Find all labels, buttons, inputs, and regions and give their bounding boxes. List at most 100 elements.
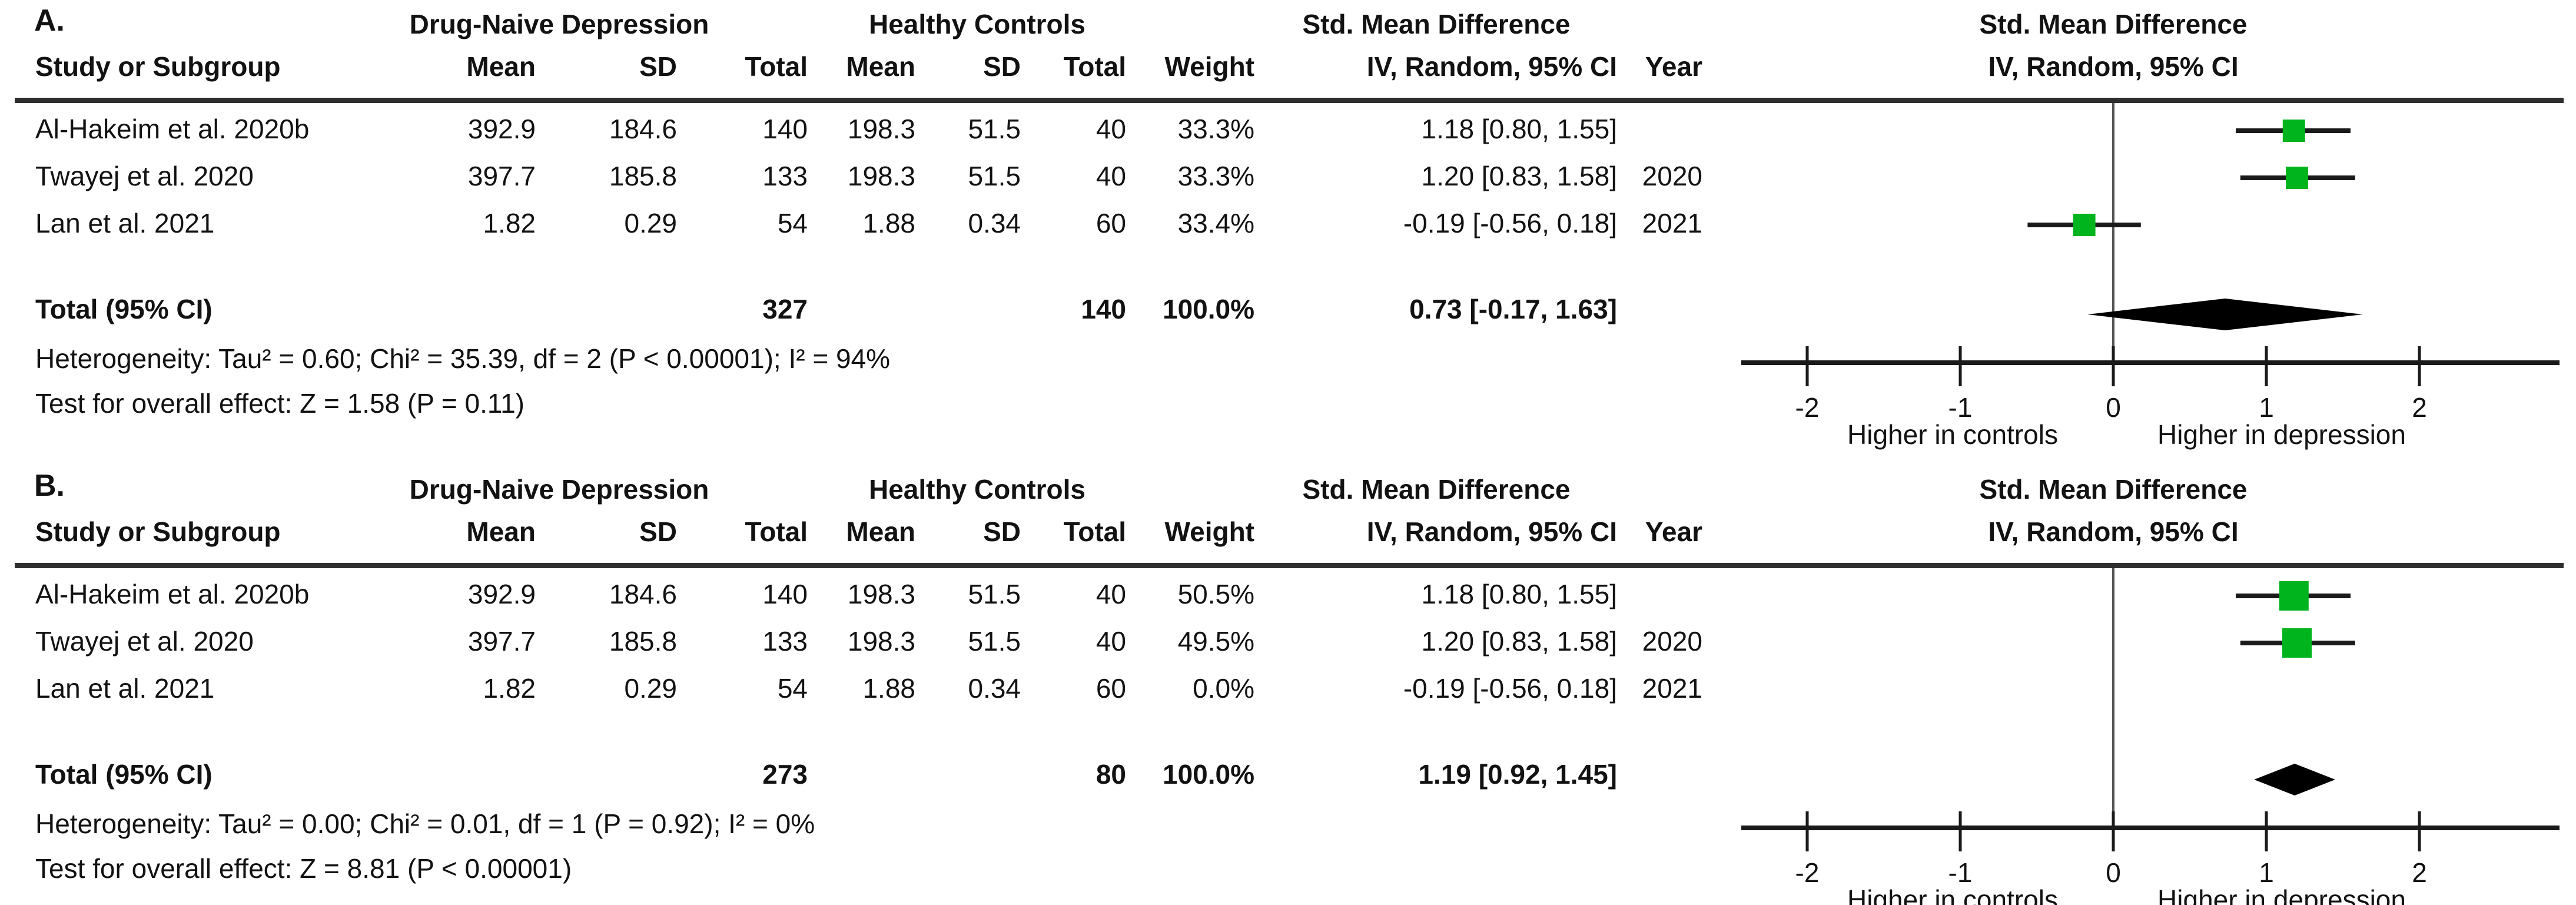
axis-tick-label: -1 (1948, 392, 1973, 423)
effect-header: Std. Mean Difference (1302, 474, 1571, 505)
axis-right-label: Higher in depression (2157, 419, 2406, 450)
study-name: Al-Hakeim et al. 2020b (35, 114, 310, 144)
col-header-total1: Total (745, 516, 808, 547)
cell-mean2: 1.88 (862, 673, 915, 704)
col-header-mean1: Mean (466, 516, 536, 547)
cell-sd2: 51.5 (968, 579, 1021, 609)
col-header-sd2: SD (983, 51, 1021, 82)
cell-total1: 140 (762, 579, 808, 609)
axis-tick-label: 2 (2412, 857, 2427, 888)
col-header-total2: Total (1063, 516, 1126, 547)
col-header-mean2: Mean (846, 516, 915, 547)
panel-label: A. (34, 4, 65, 38)
summary-diamond (2087, 299, 2363, 330)
cell-sd1: 0.29 (624, 673, 677, 704)
group2-header: Healthy Controls (868, 9, 1086, 39)
table-row: Al-Hakeim et al. 2020b 392.9 184.6 140 1… (0, 579, 2576, 616)
panel-b: B. Drug-Naive Depression Healthy Control… (0, 465, 2576, 905)
col-header-total1: Total (745, 51, 808, 82)
plot-header-line2: IV, Random, 95% CI (1988, 51, 2239, 82)
cell-ci: -0.19 [-0.56, 0.18] (1403, 673, 1617, 704)
overall-effect-text: Test for overall effect: Z = 1.58 (P = 0… (35, 388, 525, 419)
cell-mean2: 198.3 (847, 114, 915, 144)
cell-sd2: 0.34 (968, 208, 1021, 238)
axis-left-label: Higher in controls (1847, 884, 2058, 905)
table-row: Al-Hakeim et al. 2020b 392.9 184.6 140 1… (0, 114, 2576, 151)
table-row: Lan et al. 2021 1.82 0.29 54 1.88 0.34 6… (0, 673, 2576, 710)
header-separator (15, 98, 2564, 103)
cell-mean1: 397.7 (467, 161, 536, 191)
table-row: Twayej et al. 2020 397.7 185.8 133 198.3… (0, 161, 2576, 198)
total-row: Total (95% CI) 273 80 100.0% 1.19 [0.92,… (0, 759, 2576, 796)
plot-header-line1: Std. Mean Difference (1979, 9, 2248, 39)
study-name: Twayej et al. 2020 (35, 626, 254, 657)
col-header-year: Year (1645, 51, 1702, 82)
total-n2: 80 (1096, 759, 1126, 790)
total-weight: 100.0% (1162, 294, 1254, 324)
cell-mean2: 198.3 (847, 626, 915, 657)
cell-sd1: 185.8 (609, 161, 677, 191)
study-name: Lan et al. 2021 (35, 673, 215, 704)
forest-plot-b: -2 -1 0 1 2 Higher in controls Higher in depre… (1741, 568, 2560, 905)
summary-diamond (2254, 764, 2335, 795)
effect-square (2286, 167, 2308, 189)
axis-tick-label: 2 (2412, 392, 2427, 423)
cell-total2: 40 (1096, 114, 1126, 144)
col-header-sd1: SD (639, 51, 677, 82)
col-header-weight: Weight (1164, 516, 1254, 547)
cell-year: 2021 (1642, 208, 1702, 238)
cell-year: 2021 (1642, 673, 1702, 704)
cell-total1: 133 (762, 626, 808, 657)
cell-ci: 1.20 [0.83, 1.58] (1421, 626, 1618, 657)
col-header-weight: Weight (1164, 51, 1254, 82)
axis-tick-label: -2 (1795, 857, 1820, 888)
cell-total1: 54 (777, 673, 808, 704)
plot-header-line2: IV, Random, 95% CI (1988, 516, 2239, 547)
cell-total2: 60 (1096, 208, 1126, 238)
total-n1: 327 (762, 294, 808, 324)
cell-sd2: 51.5 (968, 161, 1021, 191)
col-header-study: Study or Subgroup (35, 516, 281, 547)
cell-mean1: 392.9 (467, 579, 536, 609)
table-row: Twayej et al. 2020 397.7 185.8 133 198.3… (0, 626, 2576, 663)
cell-total1: 54 (777, 208, 808, 238)
cell-mean2: 198.3 (847, 579, 915, 609)
col-header-sd2: SD (983, 516, 1021, 547)
group2-header: Healthy Controls (868, 474, 1086, 505)
study-name: Al-Hakeim et al. 2020b (35, 579, 310, 609)
axis-tick-label: -2 (1795, 392, 1820, 423)
cell-mean2: 1.88 (862, 208, 915, 238)
study-name: Lan et al. 2021 (35, 208, 215, 238)
cell-weight: 33.3% (1177, 161, 1254, 191)
study-name: Twayej et al. 2020 (35, 161, 254, 191)
cell-total1: 140 (762, 114, 808, 144)
header-separator (15, 563, 2564, 568)
effect-square (2282, 120, 2305, 142)
effect-square (2073, 214, 2096, 236)
cell-weight: 33.3% (1177, 114, 1254, 144)
axis-tick-label: 0 (2106, 392, 2121, 423)
cell-sd1: 184.6 (609, 579, 677, 609)
cell-sd2: 51.5 (968, 626, 1021, 657)
cell-total2: 40 (1096, 161, 1126, 191)
cell-total2: 60 (1096, 673, 1126, 704)
column-header-row: Study or Subgroup Mean SD Total Mean SD … (0, 516, 2576, 553)
col-header-mean1: Mean (466, 51, 536, 82)
total-weight: 100.0% (1162, 759, 1254, 790)
col-header-ci: IV, Random, 95% CI (1366, 516, 1617, 547)
effect-header: Std. Mean Difference (1302, 9, 1571, 39)
col-header-year: Year (1645, 516, 1702, 547)
effect-square (2279, 581, 2309, 611)
group1-header: Drug-Naive Depression (409, 9, 709, 39)
cell-weight: 49.5% (1177, 626, 1254, 657)
cell-weight: 33.4% (1177, 208, 1254, 238)
axis-tick-label: 1 (2259, 392, 2274, 423)
cell-sd1: 184.6 (609, 114, 677, 144)
cell-weight: 0.0% (1193, 673, 1254, 704)
cell-ci: 1.18 [0.80, 1.55] (1421, 579, 1618, 609)
cell-ci: 1.18 [0.80, 1.55] (1421, 114, 1618, 144)
cell-sd2: 51.5 (968, 114, 1021, 144)
axis-tick-label: -1 (1948, 857, 1973, 888)
col-header-sd1: SD (639, 516, 677, 547)
axis-right-label: Higher in depression (2157, 884, 2406, 905)
